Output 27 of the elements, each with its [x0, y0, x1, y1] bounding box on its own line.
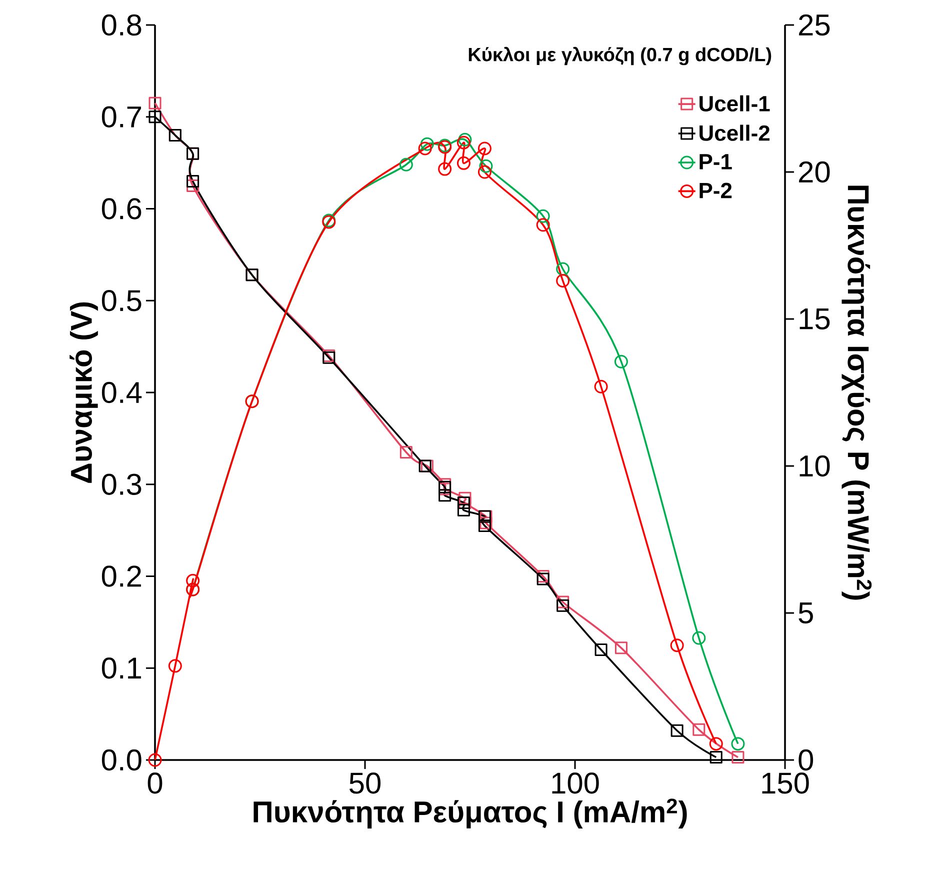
y-tick-label: 0.6 — [102, 198, 142, 220]
y-tick-label: 0.1 — [102, 658, 142, 679]
y-axis-title: Δυναμικό (V) — [70, 302, 98, 483]
y-tick-label: 0.2 — [102, 566, 141, 587]
y-tick-label: 0.4 — [102, 382, 142, 404]
y-tick-label: 0.5 — [102, 290, 142, 312]
y2-tick-label: 5 — [798, 602, 813, 624]
x-tick-label: 150 — [762, 772, 809, 794]
y2-axis-title: Πυκνότητα Ισχύος P (mW/m$^{2}$) — [842, 186, 872, 600]
y2-tick-label: 15 — [800, 308, 830, 330]
y-tick-label: 0.7 — [102, 106, 141, 128]
legend-label: P-1 — [700, 154, 732, 170]
y-tick-label: 0.0 — [102, 749, 142, 771]
x-tick-label: 50 — [350, 772, 381, 794]
x-axis-title: Πυκνότητα Ρεύματος I (mA/m$^{2}$) — [254, 798, 687, 828]
legend-label: Ucell-1 — [700, 95, 770, 112]
y2-tick-label: 0 — [798, 749, 814, 771]
y2-tick-label: 25 — [799, 14, 830, 36]
y2-tick-label: 20 — [799, 161, 830, 183]
x-tick-label: 100 — [552, 772, 599, 794]
legend-title: Κύκλοι με γλυκόζη (0.7 g dCOD/L) — [468, 46, 772, 66]
legend-label: Ucell-2 — [700, 124, 770, 141]
y-tick-label: 0.8 — [102, 14, 142, 36]
y2-tick-label: 10 — [800, 455, 830, 477]
legend-label: P-2 — [700, 182, 732, 198]
x-tick-label: 0 — [148, 772, 162, 794]
y-tick-label: 0.3 — [102, 474, 142, 495]
